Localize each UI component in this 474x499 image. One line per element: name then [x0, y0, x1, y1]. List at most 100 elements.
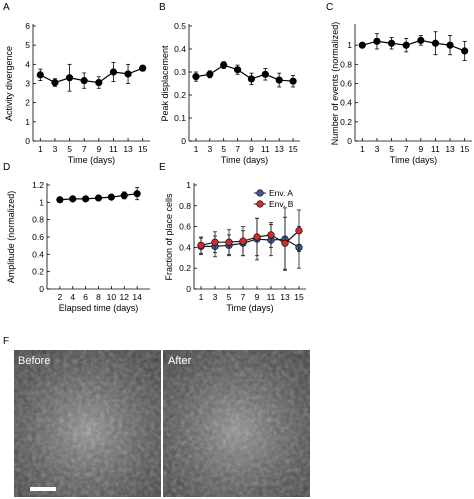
- data-point-a: [36, 71, 44, 79]
- x-tick-label-d: 4: [70, 292, 75, 302]
- data-point-b: [233, 66, 242, 74]
- y-tick-label-a: 5: [25, 40, 30, 50]
- y-tick-label-a: 0: [25, 136, 30, 146]
- x-tick-label-d: 14: [132, 292, 142, 302]
- x-axis-label-b: Time (days): [221, 155, 268, 165]
- y-tick-label-a: 1: [25, 117, 30, 127]
- x-tick-label-b: 15: [288, 144, 298, 154]
- x-tick-label-d: 2: [58, 292, 63, 302]
- y-axis-label-e: Fraction of place cells: [164, 193, 174, 281]
- data-point-e: [239, 237, 247, 245]
- legend-label-1: Env. B: [269, 199, 294, 209]
- data-point-b: [261, 70, 269, 78]
- y-tick-label-d: 0.4: [32, 249, 44, 259]
- data-point-e: [253, 233, 261, 241]
- y-tick-label-d: 1: [39, 197, 44, 207]
- legend-label-0: Env. A: [269, 188, 293, 198]
- y-tick-label-d: 0.8: [32, 215, 44, 225]
- x-tick-label-d: 8: [96, 292, 101, 302]
- x-tick-label-b: 11: [261, 144, 270, 154]
- x-tick-label-e: 7: [241, 292, 246, 302]
- x-tick-label-a: 11: [109, 144, 118, 154]
- x-tick-label-b: 13: [274, 144, 284, 154]
- panel-label-c: C: [326, 2, 333, 13]
- data-point-c: [402, 41, 410, 49]
- data-point-c: [373, 37, 381, 45]
- micrograph-before: [14, 350, 161, 497]
- y-tick-label-b: 0.4: [174, 44, 186, 54]
- panel-label-d: D: [3, 162, 10, 173]
- x-tick-label-c: 7: [404, 144, 409, 154]
- x-tick-label-e: 13: [280, 292, 290, 302]
- data-point-a: [51, 78, 59, 87]
- data-point-a: [139, 64, 147, 72]
- data-point-e: [295, 227, 303, 235]
- panel-label-b: B: [159, 2, 166, 13]
- y-axis-label-a: Activity divergence: [4, 46, 14, 121]
- x-tick-label-b: 7: [235, 144, 240, 154]
- data-point-a: [65, 74, 74, 82]
- x-tick-label-e: 3: [213, 292, 218, 302]
- x-tick-label-b: 1: [194, 144, 199, 154]
- y-tick-label-b: 0.3: [174, 67, 186, 77]
- x-tick-label-e: 5: [227, 292, 232, 302]
- y-tick-label-c: 0.8: [340, 59, 352, 69]
- data-point-b: [247, 75, 256, 83]
- data-point-a: [124, 70, 132, 78]
- x-tick-label-a: 13: [123, 144, 133, 154]
- data-point-d: [107, 193, 115, 201]
- data-point-d: [56, 196, 64, 204]
- data-point-d: [120, 191, 128, 199]
- data-point-e: [281, 239, 289, 247]
- y-tick-label-a: 3: [25, 79, 30, 89]
- x-tick-label-a: 7: [82, 144, 87, 154]
- data-point-e: [197, 241, 205, 249]
- x-tick-label-d: 6: [83, 292, 88, 302]
- y-tick-label-b: 0.5: [174, 21, 186, 31]
- after-label: After: [168, 355, 192, 367]
- y-tick-label-d: 1.2: [32, 180, 44, 190]
- y-tick-label-e: 0: [186, 284, 191, 294]
- x-tick-label-b: 5: [221, 144, 226, 154]
- x-tick-label-a: 1: [38, 144, 43, 154]
- x-tick-label-a: 15: [138, 144, 148, 154]
- data-point-c: [358, 41, 366, 49]
- x-tick-label-c: 5: [389, 144, 394, 154]
- x-tick-label-c: 1: [360, 144, 365, 154]
- y-tick-label-c: 0.2: [340, 117, 352, 127]
- y-axis-label-c: Number of events (normalized): [330, 22, 340, 146]
- data-point-a: [80, 77, 88, 85]
- y-tick-label-a: 2: [25, 98, 30, 108]
- x-tick-label-b: 9: [249, 144, 254, 154]
- data-point-b: [206, 70, 214, 78]
- data-point-d: [133, 190, 141, 198]
- y-tick-label-c: 1: [347, 40, 352, 50]
- x-tick-label-e: 1: [199, 292, 204, 302]
- legend-marker-1: [256, 200, 264, 208]
- y-tick-label-c: 0.4: [340, 98, 352, 108]
- y-tick-label-e: 0.6: [179, 222, 191, 232]
- x-tick-label-a: 3: [53, 144, 58, 154]
- data-point-e: [267, 231, 275, 239]
- x-axis-label-a: Time (days): [68, 155, 115, 165]
- x-axis-label-c: Time (days): [390, 155, 437, 165]
- data-point-d: [69, 195, 77, 203]
- data-point-d: [82, 195, 90, 203]
- data-point-e: [225, 238, 233, 246]
- x-tick-label-a: 9: [96, 144, 101, 154]
- data-point-b: [289, 77, 297, 85]
- micrograph-after: [163, 350, 310, 497]
- x-tick-label-e: 9: [255, 292, 260, 302]
- data-point-d: [94, 194, 103, 202]
- y-tick-label-c: 0.6: [340, 79, 352, 89]
- y-tick-label-e: 0.4: [179, 242, 191, 252]
- x-tick-label-c: 15: [460, 144, 470, 154]
- data-point-a: [109, 68, 118, 76]
- x-tick-label-c: 13: [445, 144, 455, 154]
- y-tick-label-a: 6: [25, 21, 30, 31]
- y-tick-label-a: 4: [25, 59, 30, 69]
- x-axis-label-d: Elapsed time (days): [59, 303, 139, 313]
- y-tick-label-d: 0.6: [32, 232, 44, 242]
- x-tick-label-b: 3: [207, 144, 212, 154]
